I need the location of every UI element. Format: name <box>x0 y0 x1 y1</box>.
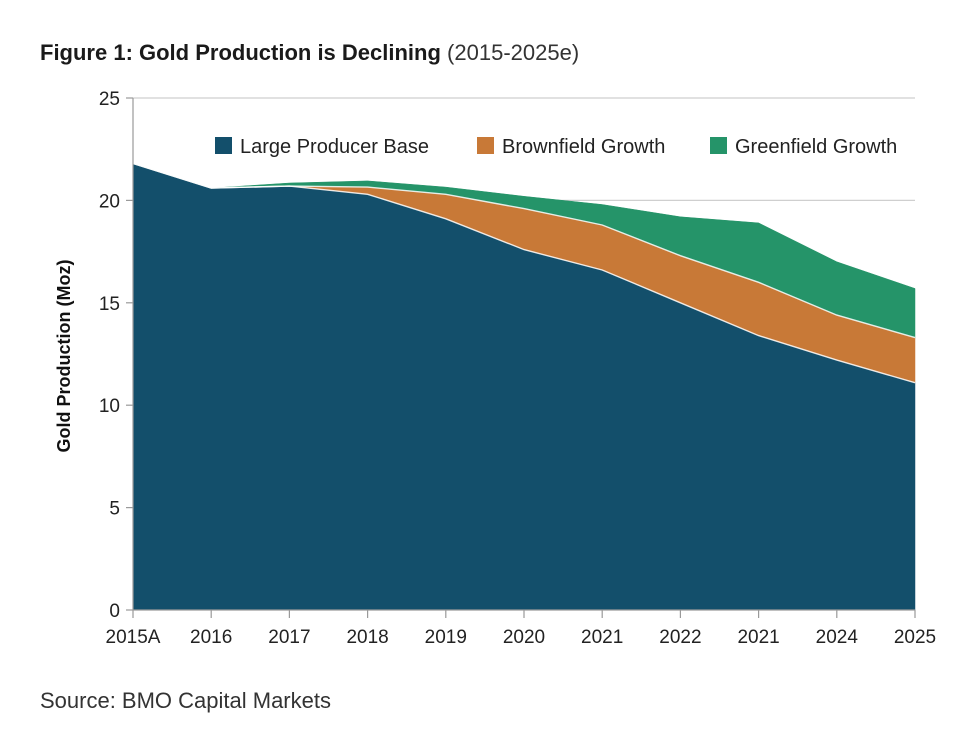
chart-title-period: (2015-2025e) <box>447 40 580 65</box>
legend-swatch-large-producer-base <box>215 137 232 154</box>
legend-label-large-producer-base: Large Producer Base <box>240 136 429 158</box>
legend-label-greenfield-growth: Greenfield Growth <box>735 136 897 158</box>
y-tick-label: 10 <box>99 396 120 417</box>
layer-separator <box>132 162 916 339</box>
x-tick-label: 2024 <box>816 627 859 648</box>
x-tick-label: 2018 <box>346 627 388 648</box>
chart-title: Figure 1: Gold Production is Declining (… <box>40 40 579 66</box>
y-axis-label: Gold Production (Moz) <box>54 260 74 453</box>
legend-swatch-greenfield-growth <box>710 137 727 154</box>
y-tick-label: 25 <box>99 89 120 110</box>
x-tick-label: 2020 <box>503 627 545 648</box>
x-tick-label: 2022 <box>659 627 701 648</box>
legend-swatch-brownfield-growth <box>477 137 494 154</box>
x-tick-label: 2025 <box>894 627 936 648</box>
x-tick-label: 2021 <box>737 627 779 648</box>
y-tick-label: 0 <box>109 601 120 622</box>
x-tick-label: 2017 <box>268 627 310 648</box>
x-tick-label: 2016 <box>190 627 232 648</box>
source-note: Source: BMO Capital Markets <box>40 688 331 713</box>
y-tick-label: 5 <box>109 499 120 520</box>
y-tick-label: 20 <box>99 191 120 212</box>
x-tick-label: 2021 <box>581 627 623 648</box>
x-tick-label: 2019 <box>425 627 467 648</box>
legend: Large Producer Base Brownfield Growth Gree… <box>215 136 897 158</box>
x-tick-label: 2015A <box>106 627 161 648</box>
stacked-areas <box>132 162 916 611</box>
y-tick-label: 15 <box>99 294 120 315</box>
legend-label-brownfield-growth: Brownfield Growth <box>502 136 665 158</box>
chart-title-main: Figure 1: Gold Production is Declining <box>40 40 441 65</box>
